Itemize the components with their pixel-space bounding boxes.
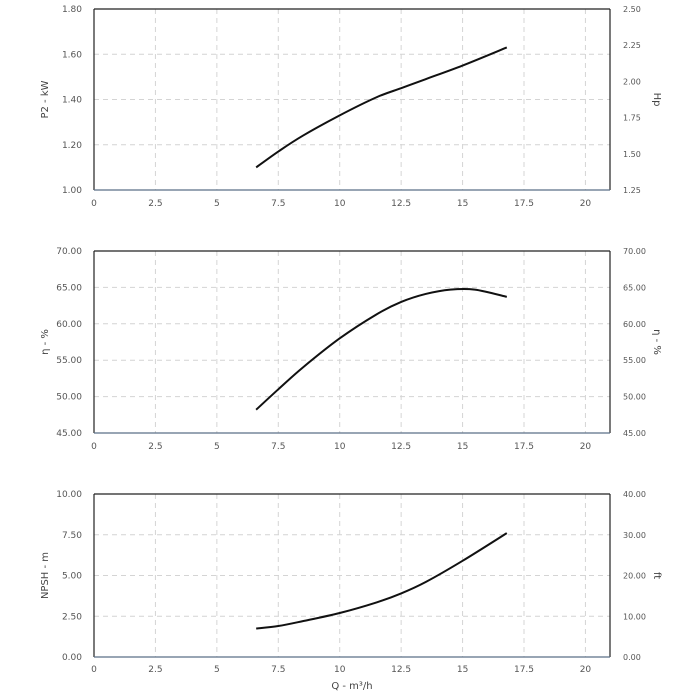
power-chart: 0 2.5 5 7.5 10 12.5 15 17.5 20 1.00 1.20 1.40 1.60 1.… (40, 5, 662, 209)
series-line (255, 46, 508, 169)
y-tick-label: 50.00 (56, 393, 82, 403)
x-tick-label: 5 (214, 442, 220, 452)
y2-tick-label: 60.00 (623, 320, 646, 329)
x-tick-label: 12.5 (391, 442, 411, 452)
series-line (256, 532, 508, 630)
x-tick-label: 0 (91, 442, 97, 452)
x-tick-label: 2.5 (148, 199, 162, 209)
y-tick-label: 1.40 (62, 96, 82, 106)
y-tick-label: 1.20 (62, 141, 82, 151)
x-tick-label: 10 (334, 665, 346, 675)
x-tick-label: 15 (457, 199, 468, 209)
x-tick-label: 15 (457, 442, 468, 452)
x-tick-label: 20 (580, 199, 592, 209)
y2-tick-label: 45.00 (623, 429, 646, 438)
x-tick-label: 7.5 (271, 442, 285, 452)
y-tick-label: 55.00 (56, 356, 82, 366)
y-tick-label: 1.60 (62, 50, 82, 60)
y-axis-title: η - % (40, 329, 51, 355)
y2-tick-label: 55.00 (623, 356, 646, 365)
x-tick-label: 10 (334, 199, 346, 209)
x-tick-label: 0 (91, 665, 97, 675)
x-tick-label: 5 (214, 665, 220, 675)
y-tick-label: 5.00 (62, 572, 82, 582)
x-tick-label: 12.5 (391, 199, 411, 209)
y-tick-label: 70.00 (56, 247, 82, 257)
y2-tick-label: 10.00 (623, 612, 646, 621)
x-tick-label: 17.5 (514, 442, 534, 452)
x-tick-label: 20 (580, 442, 592, 452)
y-axis-title: NPSH - m (40, 552, 51, 599)
y2-tick-label: 65.00 (623, 283, 646, 292)
x-axis-title: Q - m³/h (331, 681, 372, 692)
y-tick-label: 45.00 (56, 429, 82, 439)
y-tick-label: 2.50 (62, 612, 82, 622)
y2-tick-label: 1.75 (623, 114, 641, 123)
x-tick-label: 0 (91, 199, 97, 209)
y2-tick-label: 2.25 (623, 41, 641, 50)
y-tick-label: 7.50 (62, 531, 82, 541)
y2-axis-title: Hp (651, 93, 662, 107)
y2-tick-label: 70.00 (623, 247, 646, 256)
x-tick-label: 20 (580, 665, 592, 675)
y2-tick-label: 2.00 (623, 77, 641, 86)
y-tick-label: 1.00 (62, 186, 82, 196)
y2-tick-label: 0.00 (623, 653, 641, 662)
y2-tick-label: 2.50 (623, 5, 641, 14)
x-tick-label: 17.5 (514, 665, 534, 675)
x-tick-label: 7.5 (271, 199, 285, 209)
y2-axis-title: ft (651, 572, 662, 579)
y-tick-label: 65.00 (56, 283, 82, 293)
y-tick-label: 1.80 (62, 5, 82, 15)
x-tick-label: 17.5 (514, 199, 534, 209)
y-tick-label: 60.00 (56, 320, 82, 330)
y2-axis-title: η - % (651, 329, 662, 355)
y2-tick-label: 50.00 (623, 393, 646, 402)
efficiency-chart: 0 2.5 5 7.5 10 12.5 15 17.5 20 45.00 50.00 55.00 60.… (40, 247, 662, 452)
y-tick-label: 0.00 (62, 653, 82, 663)
x-tick-label: 12.5 (391, 665, 411, 675)
x-tick-label: 7.5 (271, 665, 285, 675)
x-tick-label: 2.5 (148, 442, 162, 452)
y2-tick-label: 1.25 (623, 186, 641, 195)
x-tick-label: 15 (457, 665, 468, 675)
x-tick-label: 2.5 (148, 665, 162, 675)
x-tick-label: 5 (214, 199, 220, 209)
y2-tick-label: 40.00 (623, 490, 646, 499)
series-line (255, 287, 508, 411)
y2-tick-label: 1.50 (623, 150, 641, 159)
y2-tick-label: 20.00 (623, 572, 646, 581)
y-axis-title: P2 - kW (40, 80, 51, 118)
x-tick-label: 10 (334, 442, 346, 452)
y-tick-label: 10.00 (56, 490, 82, 500)
npsh-chart: 0 2.5 5 7.5 10 12.5 15 17.5 20 0.00 2.50 5.00 7.50 10… (40, 490, 662, 692)
y2-tick-label: 30.00 (623, 531, 646, 540)
